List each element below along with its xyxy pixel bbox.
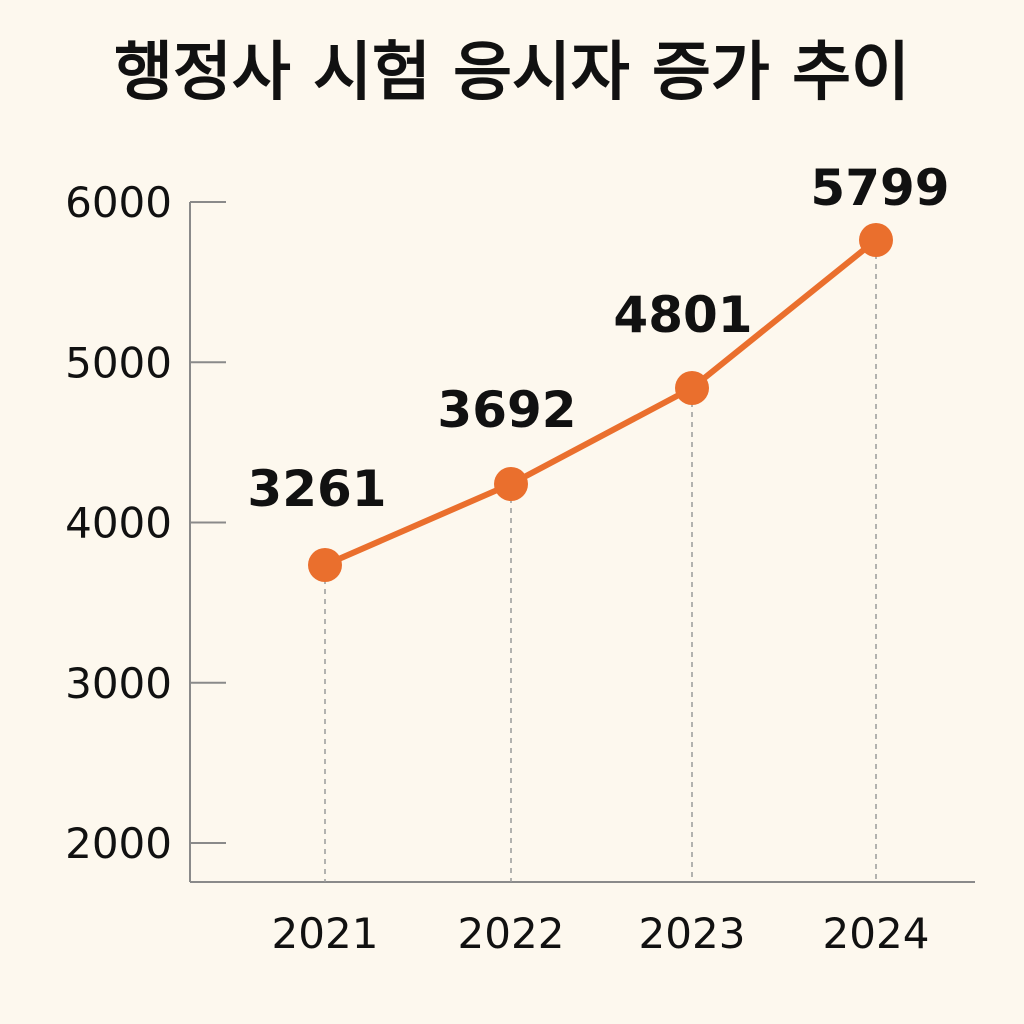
data-label-2021: 3261 — [247, 460, 386, 518]
series-line — [322, 237, 879, 568]
data-point-2023 — [675, 371, 709, 405]
guide-lines — [324, 254, 877, 882]
x-tick-label-2023: 2023 — [639, 909, 746, 958]
chart-title: 행정사 시험 응시자 증가 추이 — [114, 36, 910, 110]
y-tick-label-6000: 6000 — [65, 178, 172, 227]
x-tick-label-2022: 2022 — [458, 909, 565, 958]
y-tick-label-2000: 2000 — [65, 819, 172, 868]
data-label-2022: 3692 — [437, 381, 576, 439]
data-point-2021 — [308, 548, 342, 582]
data-point-2024 — [859, 223, 893, 257]
axes: 2000 3000 4000 5000 6000 2021 2022 2023 2024 — [65, 178, 975, 958]
y-tick-label-4000: 4000 — [65, 499, 172, 548]
y-tick-label-3000: 3000 — [65, 659, 172, 708]
data-label-2023: 4801 — [613, 286, 752, 344]
data-label-2024: 5799 — [810, 159, 949, 217]
y-tick-label-5000: 5000 — [65, 338, 172, 387]
series — [308, 223, 893, 582]
data-labels: 3261 3692 4801 5799 — [247, 159, 949, 518]
x-tick-label-2024: 2024 — [823, 909, 930, 958]
x-tick-label-2021: 2021 — [272, 909, 379, 958]
data-point-2022 — [494, 467, 528, 501]
